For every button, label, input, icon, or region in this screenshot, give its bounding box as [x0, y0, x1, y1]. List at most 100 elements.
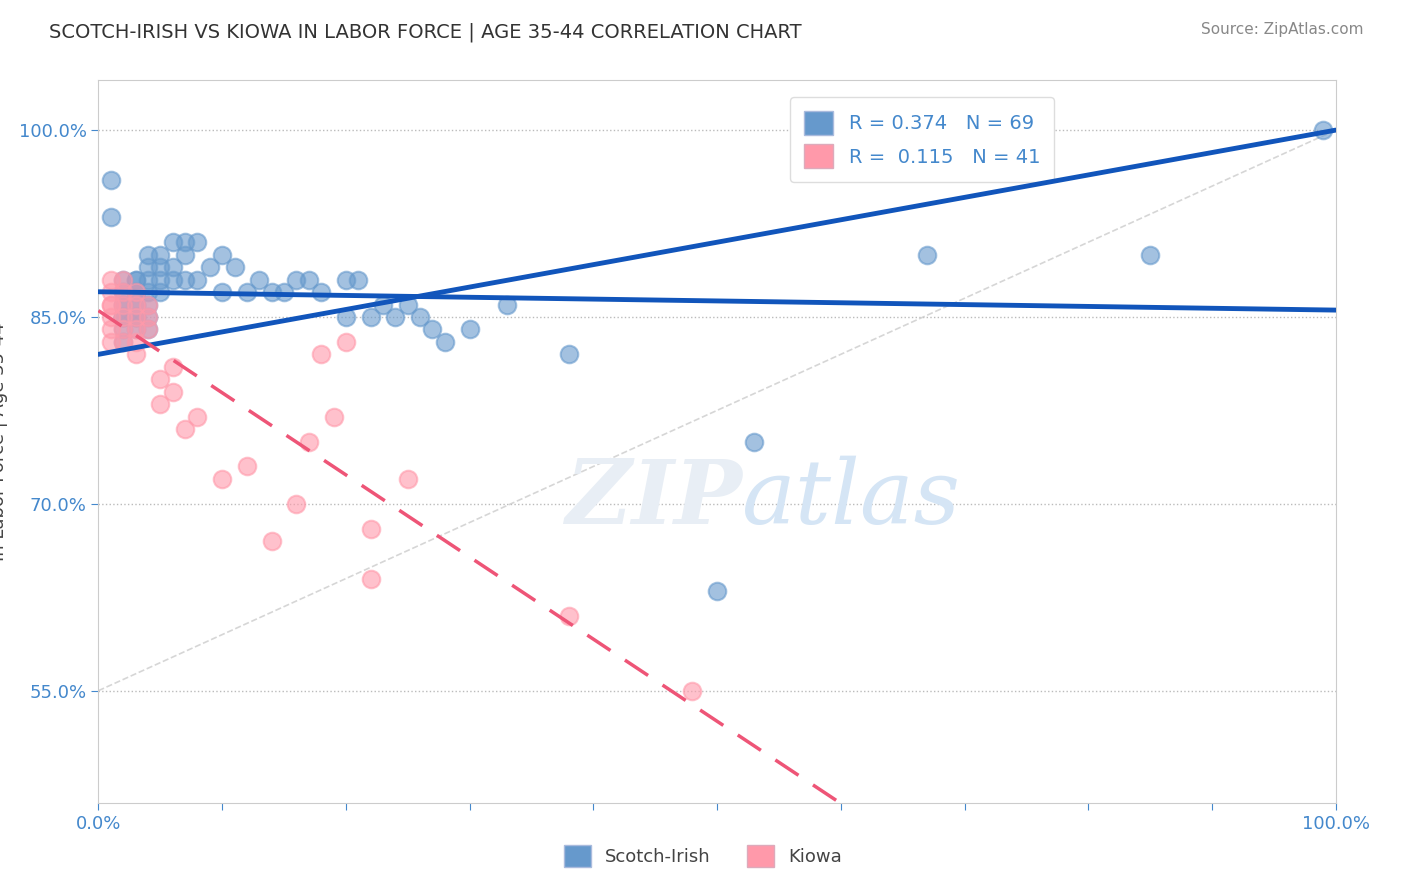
Point — [260, 534, 283, 549]
Point — [681, 683, 703, 698]
Point — [260, 285, 283, 299]
Point — [458, 322, 481, 336]
Point — [211, 285, 233, 299]
Point — [186, 235, 208, 250]
Point — [136, 310, 159, 324]
Point — [136, 297, 159, 311]
Point — [112, 297, 135, 311]
Point — [495, 297, 517, 311]
Point — [371, 297, 394, 311]
Point — [186, 409, 208, 424]
Point — [360, 572, 382, 586]
Point — [224, 260, 246, 274]
Point — [112, 310, 135, 324]
Point — [384, 310, 406, 324]
Point — [124, 297, 146, 311]
Point — [162, 260, 184, 274]
Point — [174, 248, 197, 262]
Point — [100, 173, 122, 187]
Point — [136, 322, 159, 336]
Point — [100, 297, 122, 311]
Point — [273, 285, 295, 299]
Point — [136, 272, 159, 286]
Legend: R = 0.374   N = 69, R =  0.115   N = 41: R = 0.374 N = 69, R = 0.115 N = 41 — [790, 97, 1053, 182]
Point — [124, 285, 146, 299]
Point — [174, 422, 197, 436]
Point — [174, 235, 197, 250]
Point — [309, 285, 332, 299]
Point — [112, 310, 135, 324]
Point — [112, 310, 135, 324]
Point — [162, 359, 184, 374]
Point — [100, 272, 122, 286]
Point — [124, 310, 146, 324]
Point — [396, 297, 419, 311]
Point — [112, 297, 135, 311]
Point — [112, 285, 135, 299]
Point — [335, 310, 357, 324]
Point — [136, 297, 159, 311]
Point — [335, 272, 357, 286]
Point — [124, 285, 146, 299]
Point — [149, 285, 172, 299]
Point — [335, 334, 357, 349]
Point — [211, 472, 233, 486]
Point — [347, 272, 370, 286]
Point — [100, 322, 122, 336]
Point — [100, 285, 122, 299]
Point — [112, 322, 135, 336]
Text: SCOTCH-IRISH VS KIOWA IN LABOR FORCE | AGE 35-44 CORRELATION CHART: SCOTCH-IRISH VS KIOWA IN LABOR FORCE | A… — [49, 22, 801, 42]
Point — [149, 372, 172, 386]
Text: atlas: atlas — [742, 456, 960, 542]
Point — [149, 248, 172, 262]
Point — [124, 297, 146, 311]
Point — [149, 272, 172, 286]
Point — [124, 285, 146, 299]
Point — [236, 459, 259, 474]
Point — [112, 297, 135, 311]
Point — [124, 272, 146, 286]
Point — [174, 272, 197, 286]
Point — [112, 310, 135, 324]
Point — [124, 310, 146, 324]
Point — [149, 260, 172, 274]
Point — [112, 285, 135, 299]
Point — [112, 322, 135, 336]
Y-axis label: In Labor Force | Age 35-44: In Labor Force | Age 35-44 — [0, 322, 7, 561]
Point — [136, 285, 159, 299]
Text: Source: ZipAtlas.com: Source: ZipAtlas.com — [1201, 22, 1364, 37]
Point — [422, 322, 444, 336]
Point — [112, 334, 135, 349]
Point — [124, 297, 146, 311]
Point — [136, 260, 159, 274]
Point — [149, 397, 172, 411]
Legend: Scotch-Irish, Kiowa: Scotch-Irish, Kiowa — [557, 838, 849, 874]
Point — [124, 322, 146, 336]
Point — [124, 322, 146, 336]
Point — [236, 285, 259, 299]
Point — [124, 334, 146, 349]
Point — [396, 472, 419, 486]
Point — [917, 248, 939, 262]
Point — [136, 248, 159, 262]
Point — [162, 272, 184, 286]
Point — [557, 609, 579, 624]
Point — [360, 522, 382, 536]
Point — [285, 497, 308, 511]
Point — [1139, 248, 1161, 262]
Point — [198, 260, 221, 274]
Point — [112, 272, 135, 286]
Point — [742, 434, 765, 449]
Point — [186, 272, 208, 286]
Point — [112, 272, 135, 286]
Point — [162, 235, 184, 250]
Point — [124, 272, 146, 286]
Point — [136, 322, 159, 336]
Point — [162, 384, 184, 399]
Point — [124, 310, 146, 324]
Point — [211, 248, 233, 262]
Point — [557, 347, 579, 361]
Text: ZIP: ZIP — [565, 456, 742, 542]
Point — [124, 347, 146, 361]
Point — [706, 584, 728, 599]
